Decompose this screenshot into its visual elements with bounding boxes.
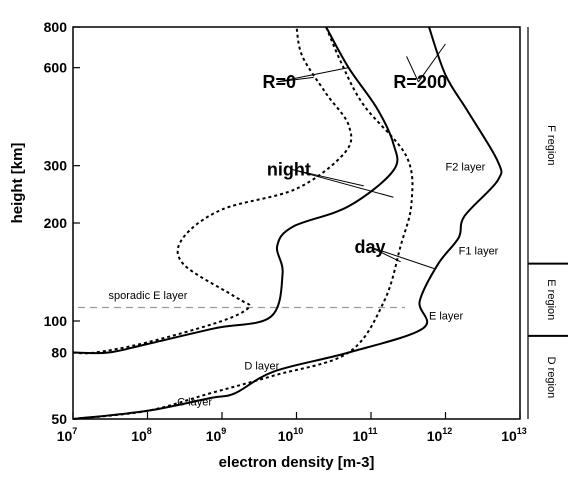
region-label: F region (545, 125, 557, 165)
x-tick-label: 1012 (427, 426, 453, 444)
annotation-label: day (354, 237, 385, 257)
annotation-pointer (418, 43, 446, 83)
annotation-pointer (369, 246, 435, 269)
annotation-pointer (277, 67, 349, 83)
series-line-day-r0 (72, 26, 414, 420)
annotation-pointer (406, 56, 419, 83)
y-tick-label: 80 (51, 345, 67, 361)
region-label: D region (545, 357, 557, 399)
x-tick-label: 107 (57, 426, 78, 444)
annotation-label: night (267, 159, 311, 179)
annotation-label: F2 layer (446, 161, 486, 173)
annotation-label: C layer (177, 397, 212, 409)
x-axis-title: electron density [m-3] (219, 454, 375, 471)
y-axis-title: height [km] (9, 143, 26, 224)
annotation-label: R=0 (263, 72, 297, 92)
x-tick-label: 109 (206, 426, 227, 444)
x-tick-label: 1011 (352, 426, 377, 444)
annotation-pointer (291, 168, 364, 187)
annotation-label: E layer (429, 311, 464, 323)
y-tick-label: 50 (51, 411, 67, 427)
series-line-day-r200 (72, 26, 503, 420)
y-tick-label: 800 (44, 19, 68, 35)
plot-frame (72, 26, 521, 420)
annotation-label: R=200 (393, 72, 447, 92)
x-tick-label: 1013 (501, 426, 527, 444)
x-tick-label: 1010 (278, 426, 304, 444)
y-tick-label: 300 (44, 158, 68, 174)
series-line-night-r200 (72, 26, 399, 355)
x-tick-label: 108 (131, 426, 152, 444)
series-line-night-r0 (72, 26, 353, 355)
annotation-label: D layer (244, 360, 279, 372)
annotation-pointer (369, 246, 401, 263)
y-tick-label: 600 (44, 60, 68, 76)
annotation-label: F1 layer (459, 246, 499, 258)
y-tick-label: 100 (44, 313, 68, 329)
annotation-pointer (291, 168, 394, 198)
y-tick-label: 200 (44, 215, 68, 231)
annotation-label: sporadic E layer (109, 290, 188, 302)
region-label: E region (545, 279, 557, 320)
